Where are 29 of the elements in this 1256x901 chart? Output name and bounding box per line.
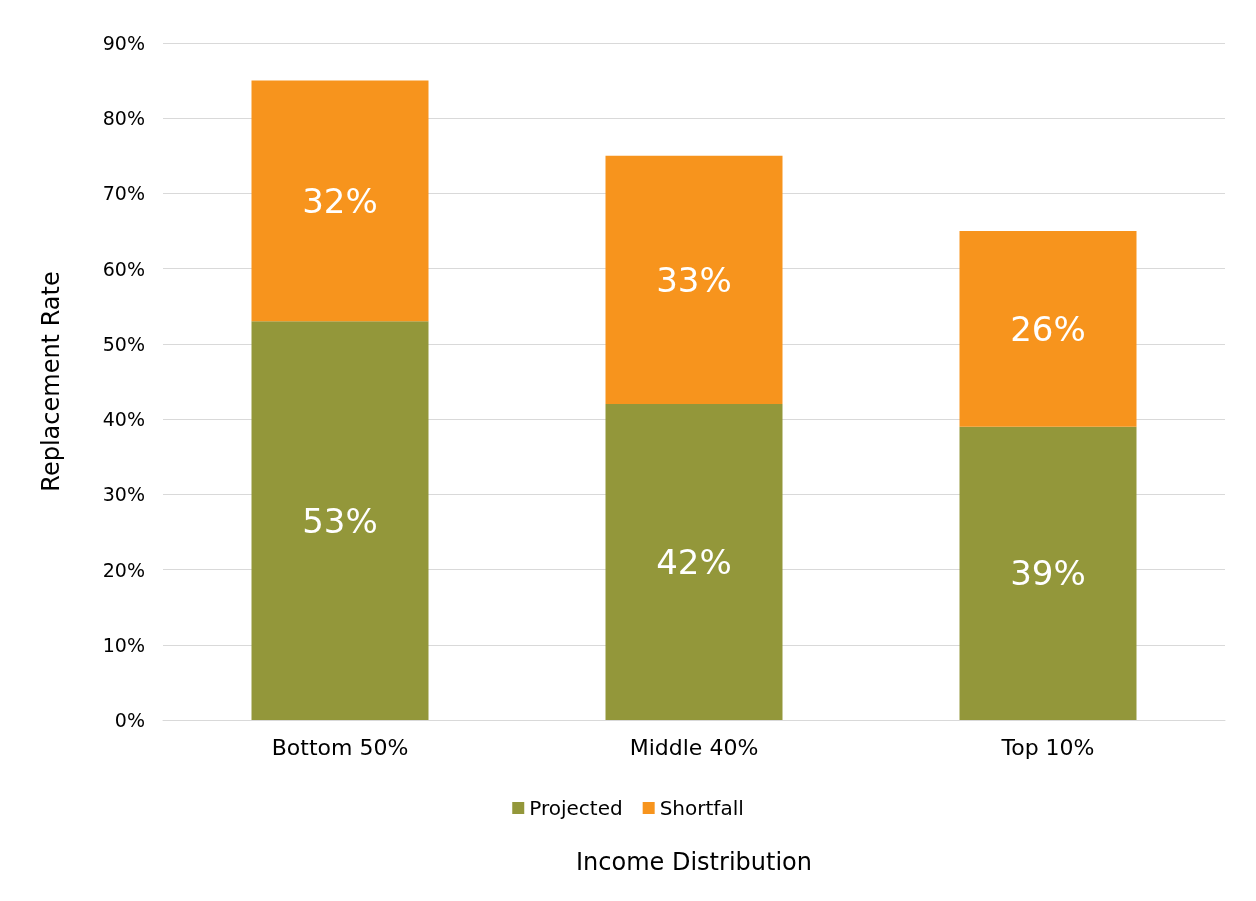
bar: [251, 80, 429, 322]
legend-label: Projected: [529, 796, 623, 820]
y-tick-label: 70%: [102, 182, 145, 205]
x-axis-title: Income Distribution: [576, 848, 812, 876]
bar: [605, 155, 783, 405]
data-label: 39%: [1010, 553, 1086, 594]
legend-label: Shortfall: [659, 796, 744, 820]
bar: [251, 321, 429, 720]
data-label: 26%: [1010, 308, 1086, 349]
y-tick-label: 90%: [102, 32, 145, 54]
y-tick-label: 40%: [102, 408, 145, 431]
x-tick-label: Top 10%: [1000, 734, 1095, 760]
x-tick-label: Middle 40%: [629, 734, 759, 760]
x-tick-label: Bottom 50%: [271, 734, 409, 760]
y-tick-label: 30%: [102, 483, 145, 506]
y-axis-title: Replacement Rate: [37, 271, 65, 492]
data-label: 42%: [656, 542, 732, 583]
bar: [605, 404, 783, 720]
y-tick-label: 20%: [102, 558, 145, 581]
y-tick-label: 50%: [102, 332, 145, 355]
y-tick-label: 80%: [102, 107, 145, 130]
bar: [959, 426, 1137, 720]
y-tick-label: 10%: [102, 633, 145, 656]
bar: [959, 231, 1137, 427]
y-tick-label: 0%: [114, 709, 145, 731]
y-tick-label: 60%: [102, 257, 145, 280]
data-label: 33%: [656, 259, 732, 300]
data-label: 53%: [302, 500, 378, 541]
data-label: 32%: [302, 180, 378, 221]
